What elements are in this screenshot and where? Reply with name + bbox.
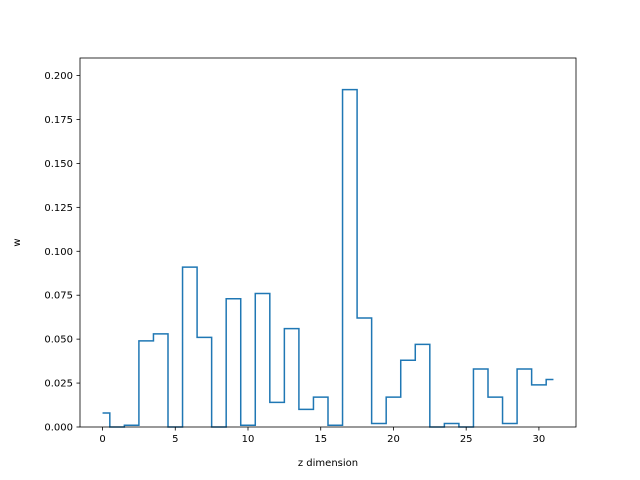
- x-tick-label: 5: [172, 434, 178, 445]
- y-tick-label: 0.125: [44, 203, 73, 214]
- x-tick-label: 20: [387, 434, 400, 445]
- x-tick-label: 25: [460, 434, 473, 445]
- y-tick-label: 0.200: [44, 71, 73, 82]
- x-tick-label: 10: [242, 434, 255, 445]
- y-axis-label: w: [12, 238, 23, 246]
- y-tick-label: 0.100: [44, 247, 73, 258]
- x-tick-label: 0: [99, 434, 105, 445]
- y-tick-label: 0.150: [44, 159, 73, 170]
- y-tick-label: 0.175: [44, 115, 73, 126]
- axes-frame: [79, 57, 577, 428]
- y-tick-label: 0.075: [44, 291, 73, 302]
- y-tick-label: 0.000: [44, 423, 73, 434]
- x-tick-label: 30: [533, 434, 546, 445]
- x-tick-label: 15: [314, 434, 327, 445]
- y-tick-label: 0.050: [44, 335, 73, 346]
- y-tick-label: 0.025: [44, 379, 73, 390]
- x-axis: 0 5 10 15 20 25 30: [99, 427, 545, 445]
- x-axis-label: z dimension: [298, 458, 358, 469]
- y-axis: 0.000 0.025 0.050 0.075 0.100 0.125 0.150 0.175…: [44, 71, 80, 434]
